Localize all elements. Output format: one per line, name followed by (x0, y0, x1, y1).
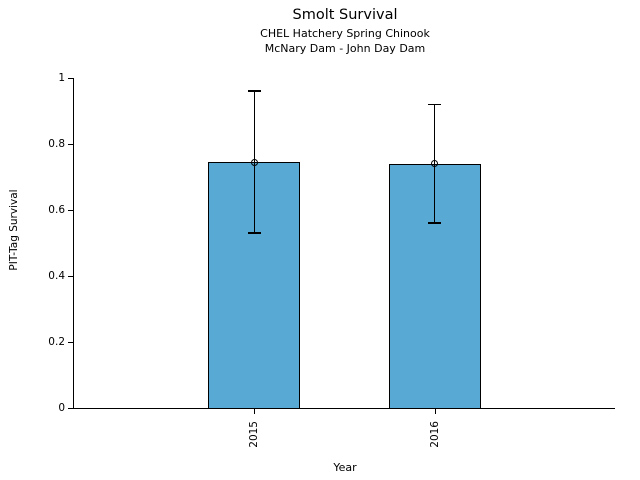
chart-title: Smolt Survival (292, 7, 398, 23)
x-axis-spine (73, 408, 615, 409)
error-cap-bottom-2016 (428, 222, 442, 224)
y-tick-label: 0.2 (48, 336, 65, 348)
x-tick-label-2016: 2016 (428, 421, 441, 448)
y-tick-label: 0.6 (48, 204, 65, 216)
error-cap-top-2015 (247, 90, 261, 92)
y-tick-label: 1 (58, 72, 65, 84)
y-tick-mark (68, 210, 73, 211)
y-axis-label: PIT-Tag Survival (8, 189, 20, 271)
marker-2015 (250, 158, 258, 166)
y-tick-mark (68, 276, 73, 277)
error-cap-bottom-2015 (247, 232, 261, 234)
x-tick-mark (254, 409, 256, 414)
marker-2016 (431, 160, 439, 168)
y-tick-label: 0 (58, 402, 65, 414)
y-tick-label: 0.4 (48, 270, 65, 282)
chart-subtitle-line1: CHEL Hatchery Spring Chinook (260, 27, 430, 40)
chart-subtitle-line2: McNary Dam - John Day Dam (264, 42, 426, 55)
y-tick-label: 0.8 (48, 138, 65, 150)
y-tick-mark (68, 408, 73, 409)
x-axis-label: Year (333, 461, 357, 474)
y-axis-spine (73, 78, 74, 409)
x-tick-label-2015: 2015 (248, 421, 261, 448)
error-cap-top-2016 (428, 103, 442, 106)
y-tick-mark (68, 144, 73, 145)
y-tick-mark (68, 78, 73, 79)
y-tick-mark (68, 342, 73, 343)
x-tick-mark (434, 409, 436, 414)
